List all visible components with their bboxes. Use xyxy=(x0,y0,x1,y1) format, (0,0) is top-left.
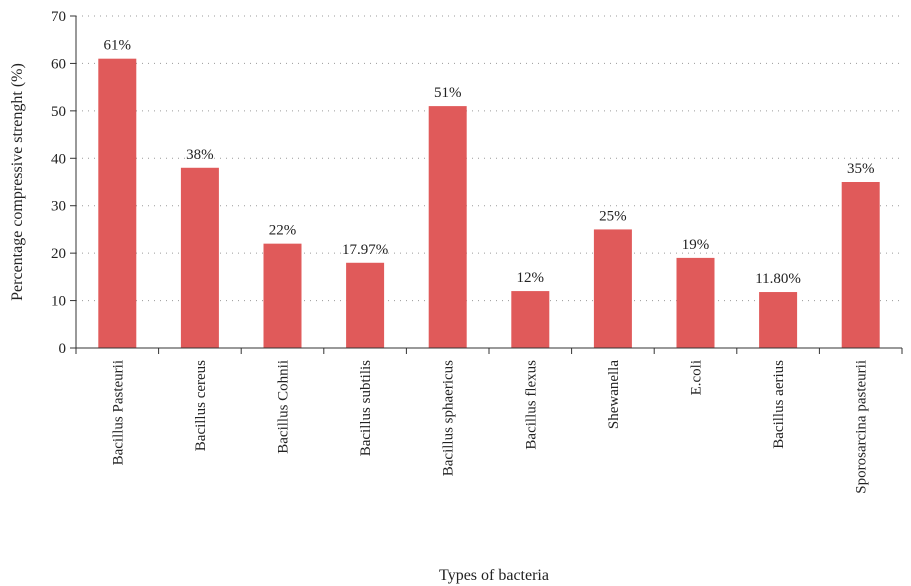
y-tick-label: 20 xyxy=(51,246,66,262)
x-category-label: Shewanella xyxy=(606,360,622,429)
data-label: 22% xyxy=(269,223,297,239)
bar xyxy=(676,257,715,348)
bars xyxy=(98,58,880,348)
x-category-label: Bacillus sphaericus xyxy=(441,360,457,476)
y-tick-label: 70 xyxy=(51,9,66,25)
x-axis-title: Types of bacteria xyxy=(439,567,549,584)
data-label: 38% xyxy=(186,147,214,163)
y-tick-label: 10 xyxy=(51,294,66,310)
data-label: 12% xyxy=(517,270,545,286)
y-axis-title: Percentage compressive strenght (%) xyxy=(9,63,26,301)
data-label: 35% xyxy=(847,161,875,177)
y-tick-label: 50 xyxy=(51,104,66,120)
data-label: 19% xyxy=(682,237,710,253)
y-tick-label: 60 xyxy=(51,56,66,72)
x-category-label: Sporosarcina pasteurii xyxy=(854,360,870,494)
x-category-label: Bacillus Cohnii xyxy=(276,360,292,454)
x-category-label: Bacillus flexus xyxy=(523,360,539,450)
x-category-label: Bacillus aerius xyxy=(771,360,787,449)
axes xyxy=(70,15,903,354)
data-label: 25% xyxy=(599,208,627,224)
bar xyxy=(593,229,632,348)
x-category-label: Bacillus subtilis xyxy=(358,360,374,456)
bar xyxy=(759,292,798,348)
y-tick-label: 0 xyxy=(59,341,67,357)
bar xyxy=(346,262,385,348)
bar xyxy=(98,58,137,348)
labels: 0 10 20 30 40 50 60 70 61% Bacillus Pasteurii 38% B… xyxy=(51,9,874,494)
bar xyxy=(841,182,880,348)
x-category-label: E.coli xyxy=(689,360,705,395)
data-label: 51% xyxy=(434,85,462,101)
y-tick-label: 30 xyxy=(51,199,66,215)
bar xyxy=(263,243,302,348)
x-category-label: Bacillus cereus xyxy=(193,360,209,451)
data-label: 61% xyxy=(104,38,132,54)
data-label: 11.80% xyxy=(755,271,801,287)
x-category-label: Bacillus Pasteurii xyxy=(110,360,126,465)
bar xyxy=(428,106,467,348)
y-tick-label: 40 xyxy=(51,151,66,167)
bar xyxy=(511,291,550,348)
bar xyxy=(180,167,219,348)
data-label: 17.97% xyxy=(342,242,388,258)
